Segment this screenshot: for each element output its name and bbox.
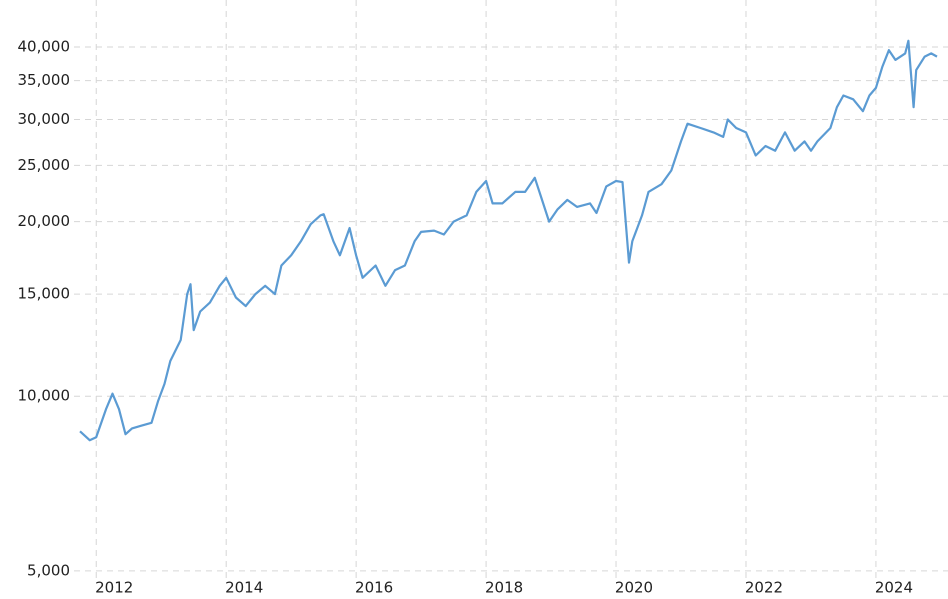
x-tick-label: 2018 <box>485 579 523 597</box>
x-tick-label: 2014 <box>225 579 263 597</box>
x-tick-label: 2012 <box>95 579 133 597</box>
x-tick-label: 2024 <box>875 579 913 597</box>
y-tick-label: 35,000 <box>18 71 71 89</box>
data-line <box>79 39 938 442</box>
y-tick-label: 40,000 <box>18 38 71 56</box>
x-tick-label: 2016 <box>355 579 393 597</box>
y-tick-label: 10,000 <box>18 387 71 405</box>
y-tick-label: 20,000 <box>18 212 71 230</box>
y-tick-label: 25,000 <box>18 156 71 174</box>
y-tick-label: 5,000 <box>27 561 70 579</box>
y-tick-label: 15,000 <box>18 285 71 303</box>
x-tick-label: 2022 <box>745 579 783 597</box>
x-tick-label: 2020 <box>615 579 653 597</box>
y-tick-label: 30,000 <box>18 110 71 128</box>
